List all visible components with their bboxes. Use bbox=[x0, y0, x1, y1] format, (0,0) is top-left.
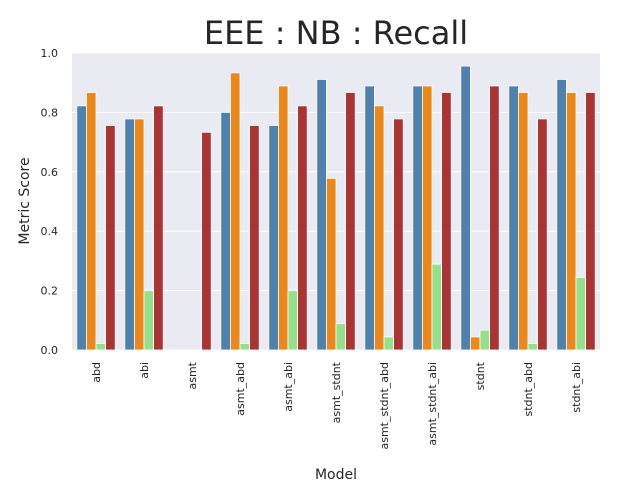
bar-asmt_abi-series-1 bbox=[268, 125, 279, 351]
y-tick-label: 0.6 bbox=[41, 166, 59, 179]
bar-asmt_abd-series-2 bbox=[229, 72, 241, 351]
bar-asmt_stdnt-series-4 bbox=[345, 92, 356, 351]
bar-stdnt-series-4 bbox=[489, 85, 500, 351]
bar-stdnt-series-3 bbox=[479, 329, 491, 351]
bar-asmt_stdnt-series-3 bbox=[335, 323, 347, 351]
bar-asmt_abi-series-4 bbox=[297, 105, 308, 351]
x-tick-label: stdnt_abd bbox=[522, 362, 535, 417]
x-tick-label: abd bbox=[90, 362, 103, 383]
bar-stdnt-series-1 bbox=[460, 65, 471, 351]
y-tick-label: 0.2 bbox=[41, 285, 59, 298]
bar-stdnt_abd-series-3 bbox=[527, 343, 539, 351]
y-tick-labels: 0.0 0.2 0.4 0.6 0.8 1.0 bbox=[41, 47, 59, 357]
bar-asmt-series-4 bbox=[201, 131, 212, 351]
bar-asmt_stdnt-series-2 bbox=[325, 177, 337, 351]
bar-stdnt-series-2 bbox=[469, 336, 481, 351]
bar-stdnt_abd-series-4 bbox=[537, 118, 548, 351]
bar-asmt_stdnt_abd-series-3 bbox=[383, 336, 395, 351]
bar-abd-series-4 bbox=[105, 125, 116, 351]
bar-stdnt_abi-series-4 bbox=[585, 92, 596, 351]
chart-title: EEE : NB : Recall bbox=[204, 14, 468, 52]
x-axis-label: Model bbox=[315, 467, 357, 483]
x-tick-labels: abd abi asmt asmt_abd asmt_abi asmt_stdnt asmt… bbox=[90, 361, 583, 449]
bar-asmt_stdnt_abi-series-2 bbox=[421, 85, 433, 351]
bar-asmt_abi-series-3 bbox=[287, 290, 299, 351]
bar-asmt_abd-series-3 bbox=[239, 343, 251, 351]
bars bbox=[76, 65, 596, 351]
bar-stdnt_abi-series-1 bbox=[556, 79, 567, 351]
y-tick-label: 0.8 bbox=[41, 106, 59, 119]
x-tick-label: asmt_stdnt_abd bbox=[378, 362, 391, 450]
bar-stdnt_abi-series-2 bbox=[566, 92, 577, 351]
bar-asmt_stdnt_abi-series-3 bbox=[431, 263, 443, 351]
bar-asmt_abd-series-1 bbox=[220, 112, 231, 351]
bar-asmt_stdnt_abd-series-2 bbox=[373, 105, 385, 351]
bar-abd-series-1 bbox=[76, 105, 87, 351]
x-tick-label: stdnt bbox=[474, 361, 487, 390]
y-tick-label: 1.0 bbox=[41, 47, 59, 60]
x-tick-label: abi bbox=[138, 362, 151, 379]
bar-abi-series-3 bbox=[143, 290, 155, 351]
x-tick-label: asmt_stdnt_abi bbox=[426, 362, 439, 446]
x-tick-label: asmt_stdnt bbox=[330, 361, 343, 423]
bar-asmt_abi-series-2 bbox=[277, 85, 289, 351]
bar-abi-series-4 bbox=[153, 105, 164, 351]
y-tick-label: 0.0 bbox=[41, 344, 59, 357]
x-tick-label: asmt bbox=[186, 361, 199, 389]
y-axis-label: Metric Score bbox=[17, 157, 33, 244]
bar-asmt_stdnt_abd-series-4 bbox=[393, 118, 404, 351]
bar-abi-series-1 bbox=[124, 118, 135, 351]
bar-abd-series-3 bbox=[95, 343, 107, 351]
bar-stdnt_abi-series-3 bbox=[575, 277, 587, 351]
x-tick-label: asmt_abd bbox=[234, 362, 247, 416]
bar-asmt_stdnt_abi-series-4 bbox=[441, 92, 452, 351]
bar-abi-series-2 bbox=[133, 118, 145, 351]
bar-stdnt_abd-series-1 bbox=[508, 85, 519, 351]
bar-asmt_stdnt_abi-series-1 bbox=[412, 85, 423, 351]
bar-asmt_abd-series-4 bbox=[249, 125, 260, 351]
x-tick-label: asmt_abi bbox=[282, 362, 295, 412]
bar-asmt_stdnt_abd-series-1 bbox=[364, 85, 375, 351]
bar-abd-series-2 bbox=[86, 92, 97, 351]
y-tick-label: 0.4 bbox=[41, 225, 59, 238]
bar-stdnt_abd-series-2 bbox=[518, 92, 529, 351]
x-tick-label: stdnt_abi bbox=[570, 362, 583, 413]
bar-asmt_stdnt-series-1 bbox=[316, 79, 327, 351]
